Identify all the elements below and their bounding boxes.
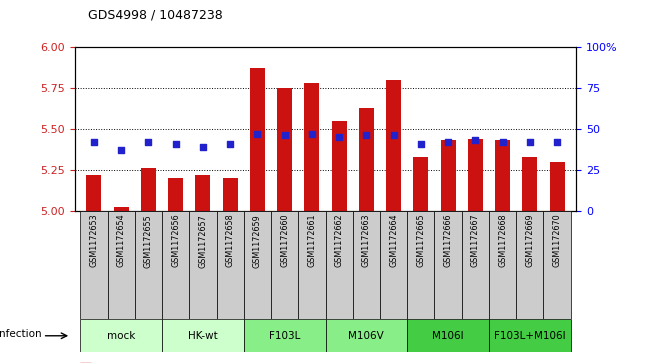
Bar — [223, 178, 238, 211]
Bar — [549, 162, 564, 211]
Point — [470, 137, 480, 143]
Text: GSM1172655: GSM1172655 — [144, 214, 153, 268]
Bar — [305, 83, 320, 211]
Text: GSM1172662: GSM1172662 — [335, 214, 344, 268]
Bar — [107, 211, 135, 319]
Text: GSM1172654: GSM1172654 — [117, 214, 126, 268]
Text: GSM1172667: GSM1172667 — [471, 214, 480, 268]
Text: GSM1172657: GSM1172657 — [199, 214, 208, 268]
Bar — [468, 139, 483, 211]
Text: M106I: M106I — [432, 331, 464, 341]
Bar — [408, 211, 434, 319]
Point — [116, 147, 126, 153]
Point — [552, 139, 562, 145]
Bar — [243, 211, 271, 319]
Bar — [434, 211, 462, 319]
Bar — [162, 319, 243, 352]
Bar — [326, 211, 353, 319]
Text: M106V: M106V — [348, 331, 384, 341]
Point — [361, 132, 372, 138]
Bar — [353, 211, 380, 319]
Bar — [386, 80, 401, 211]
Text: HK-wt: HK-wt — [188, 331, 218, 341]
Point — [307, 131, 317, 136]
Bar — [141, 168, 156, 211]
Bar — [271, 211, 298, 319]
Bar — [80, 211, 107, 319]
Text: GSM1172670: GSM1172670 — [553, 214, 562, 268]
Text: GSM1172659: GSM1172659 — [253, 214, 262, 268]
Bar — [168, 178, 183, 211]
Bar — [250, 68, 265, 211]
Bar — [489, 319, 571, 352]
Bar — [189, 211, 217, 319]
Bar — [217, 211, 243, 319]
Text: GSM1172660: GSM1172660 — [280, 214, 289, 267]
Text: GSM1172665: GSM1172665 — [417, 214, 425, 268]
Point — [334, 134, 344, 140]
Bar — [277, 88, 292, 211]
Point — [497, 139, 508, 145]
Text: GSM1172663: GSM1172663 — [362, 214, 371, 267]
Text: GSM1172658: GSM1172658 — [226, 214, 234, 268]
Point — [171, 140, 181, 146]
Text: F103L: F103L — [269, 331, 300, 341]
Point — [143, 139, 154, 145]
Point — [252, 131, 262, 136]
Bar — [80, 319, 162, 352]
Point — [279, 132, 290, 138]
Text: mock: mock — [107, 331, 135, 341]
Bar — [359, 107, 374, 211]
Bar — [243, 319, 326, 352]
Text: GSM1172656: GSM1172656 — [171, 214, 180, 268]
Text: GSM1172664: GSM1172664 — [389, 214, 398, 267]
Bar — [114, 207, 129, 211]
Bar — [462, 211, 489, 319]
Point — [443, 139, 453, 145]
Point — [389, 132, 399, 138]
Point — [89, 139, 99, 145]
Text: GSM1172668: GSM1172668 — [498, 214, 507, 267]
Point — [198, 144, 208, 150]
Bar — [489, 211, 516, 319]
Bar — [413, 156, 428, 211]
Bar — [380, 211, 408, 319]
Text: F103L+M106I: F103L+M106I — [494, 331, 566, 341]
Text: GDS4998 / 10487238: GDS4998 / 10487238 — [88, 9, 223, 22]
Bar — [195, 175, 210, 211]
Bar — [544, 211, 571, 319]
Bar — [516, 211, 544, 319]
Bar — [522, 156, 537, 211]
Text: GSM1172666: GSM1172666 — [443, 214, 452, 267]
Text: GSM1172661: GSM1172661 — [307, 214, 316, 267]
Point — [525, 139, 535, 145]
Bar — [408, 319, 489, 352]
Bar — [135, 211, 162, 319]
Point — [415, 140, 426, 146]
Text: infection: infection — [0, 329, 41, 339]
Bar — [495, 140, 510, 211]
Bar — [162, 211, 189, 319]
Text: GSM1172653: GSM1172653 — [89, 214, 98, 268]
Bar — [441, 140, 456, 211]
Bar — [331, 121, 346, 211]
Text: GSM1172669: GSM1172669 — [525, 214, 534, 268]
Bar — [298, 211, 326, 319]
Bar — [326, 319, 408, 352]
Point — [225, 140, 236, 146]
Bar — [87, 175, 102, 211]
